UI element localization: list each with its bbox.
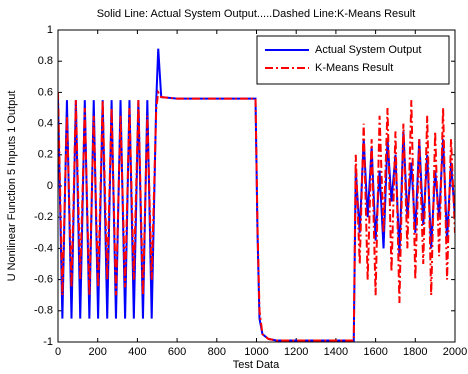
x-tick-label: 1200	[284, 346, 308, 358]
x-tick-label: 1400	[324, 346, 348, 358]
legend-label: Actual System Output	[315, 44, 421, 56]
x-tick-label: 1000	[244, 346, 268, 358]
x-tick-label: 1800	[403, 346, 427, 358]
data-line	[58, 89, 455, 342]
y-tick-label: -1	[43, 336, 53, 348]
x-tick-label: 200	[89, 346, 107, 358]
legend-box	[256, 35, 450, 85]
x-tick-label: 0	[55, 346, 61, 358]
y-tick-label: -0.8	[34, 305, 53, 317]
chart-title: Solid Line: Actual System Output.....Das…	[97, 8, 416, 20]
plot-lines	[58, 48, 455, 342]
legend-label: K-Means Result	[315, 62, 393, 74]
x-tick-label: 400	[128, 346, 146, 358]
y-tick-label: 0.8	[38, 55, 53, 67]
x-tick-label: 2000	[443, 346, 467, 358]
axes-box	[57, 29, 456, 343]
x-tick-label: 800	[208, 346, 226, 358]
y-tick-label: -0.4	[34, 242, 53, 254]
y-tick-label: -0.2	[34, 211, 53, 223]
x-tick-label: 600	[168, 346, 186, 358]
y-axis-label: U Nonlinear Function 5 Inputs 1 Output	[6, 91, 18, 282]
y-tick-label: -0.6	[34, 274, 53, 286]
x-axis-label: Test Data	[233, 359, 280, 371]
y-tick-label: 1	[47, 24, 53, 36]
y-tick-label: 0.4	[38, 118, 53, 130]
y-tick-label: 0.2	[38, 149, 53, 161]
x-tick-label: 1600	[363, 346, 387, 358]
y-tick-label: 0	[47, 180, 53, 192]
y-tick-label: 0.6	[38, 86, 53, 98]
